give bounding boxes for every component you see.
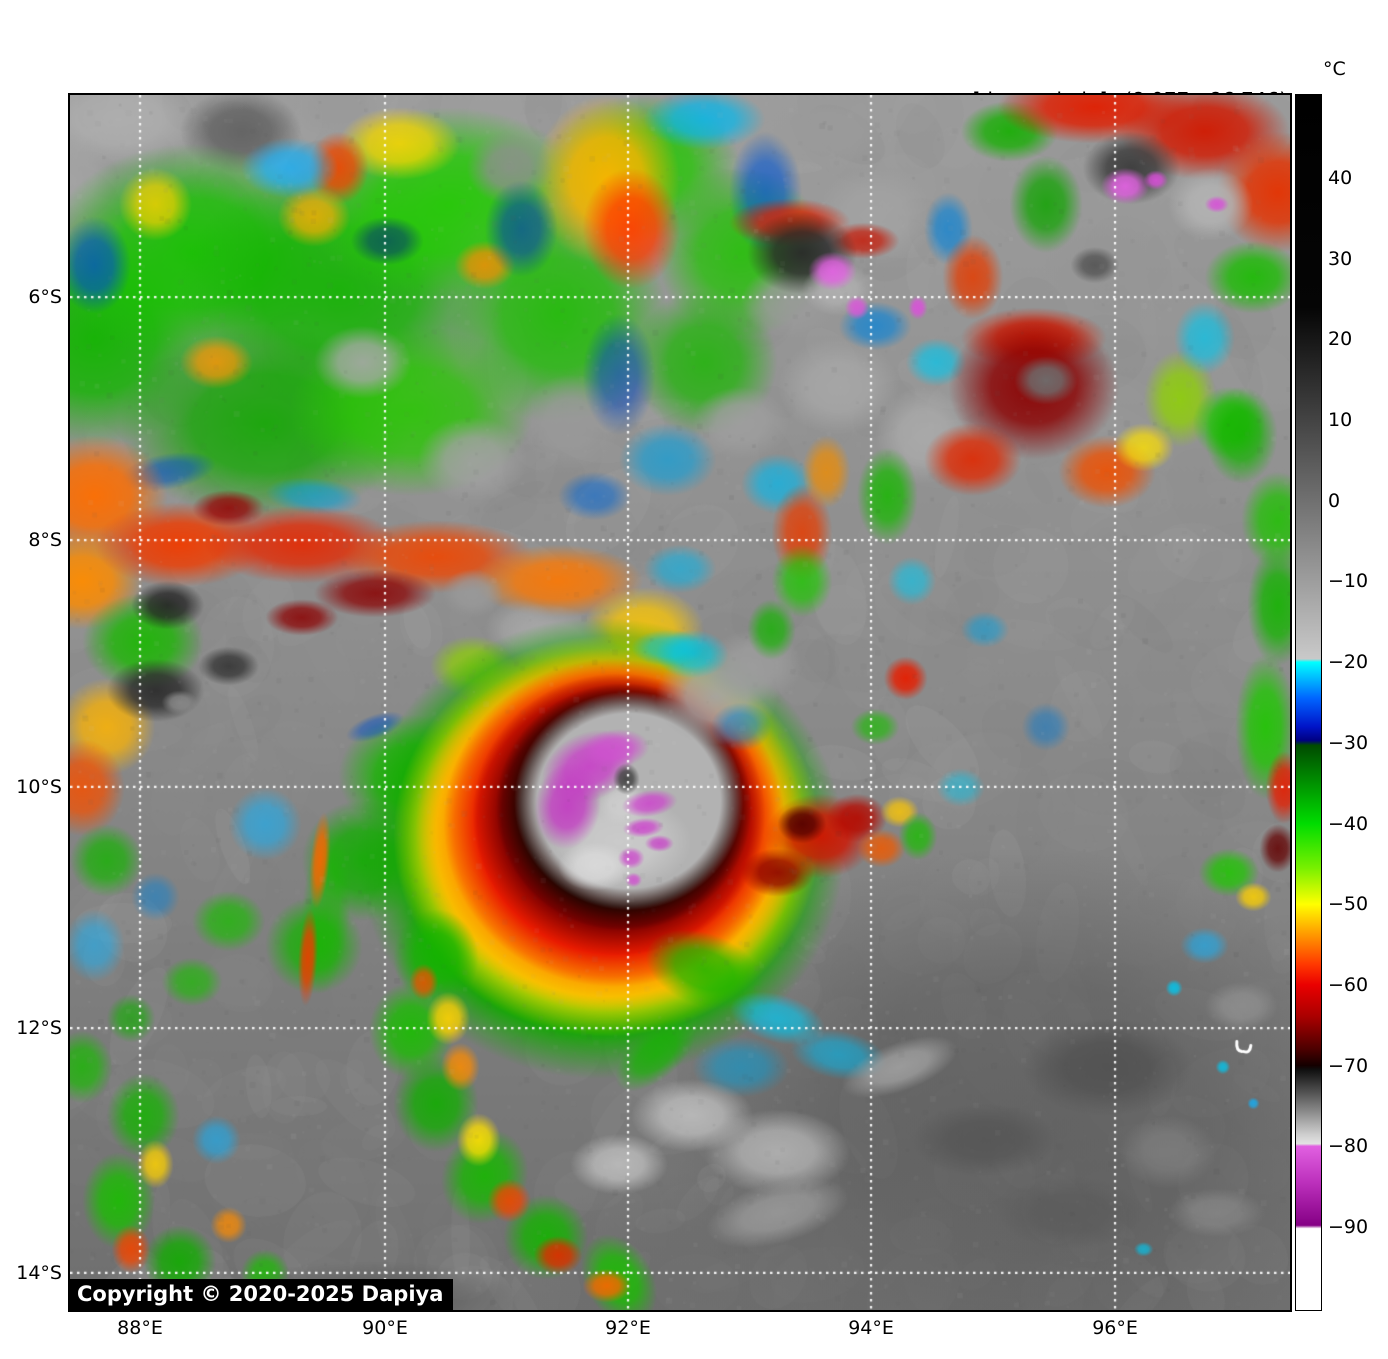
copyright-badge: Copyright © 2020-2025 Dapiya <box>70 1279 454 1311</box>
y-axis-tick-label: 6°S <box>28 286 62 309</box>
x-axis-tick-label: 96°E <box>1092 1317 1138 1339</box>
colorbar-tick-label: −70 <box>1328 1054 1369 1077</box>
colorbar-gradient <box>1296 95 1321 1310</box>
x-axis-tick-label: 92°E <box>605 1317 651 1339</box>
y-axis-tick-label: 10°S <box>16 775 62 798</box>
colorbar-tick-label: 0 <box>1328 489 1341 512</box>
colorbar-tick-label: 30 <box>1328 247 1353 270</box>
x-axis-tick-label: 90°E <box>362 1317 408 1339</box>
x-axis-tick-label: 88°E <box>117 1317 163 1339</box>
colorbar-tick-label: −50 <box>1328 893 1369 916</box>
colorbar-tick-label: −90 <box>1328 1215 1369 1238</box>
colorbar-tick-label: 40 <box>1328 167 1353 190</box>
y-axis-tick-label: 14°S <box>16 1261 62 1284</box>
y-axis-tick-label: 12°S <box>16 1017 62 1040</box>
colorbar-tick-label: −10 <box>1328 570 1369 593</box>
colorbar-tick-label: −40 <box>1328 812 1369 835</box>
colorbar-tick-label: −80 <box>1328 1135 1369 1158</box>
y-axis-tick-label: 8°S <box>28 529 62 552</box>
colorbar-unit-label: °C <box>1323 58 1346 80</box>
colorbar-tick-label: −20 <box>1328 651 1369 674</box>
colorbar-tick-label: −60 <box>1328 973 1369 996</box>
colorbar <box>1295 94 1322 1311</box>
x-axis-tick-label: 94°E <box>848 1317 894 1339</box>
satellite-map-canvas <box>70 95 1290 1310</box>
colorbar-tick-label: −30 <box>1328 731 1369 754</box>
colorbar-tick-label: 10 <box>1328 409 1353 432</box>
colorbar-tick-label: 20 <box>1328 328 1353 351</box>
